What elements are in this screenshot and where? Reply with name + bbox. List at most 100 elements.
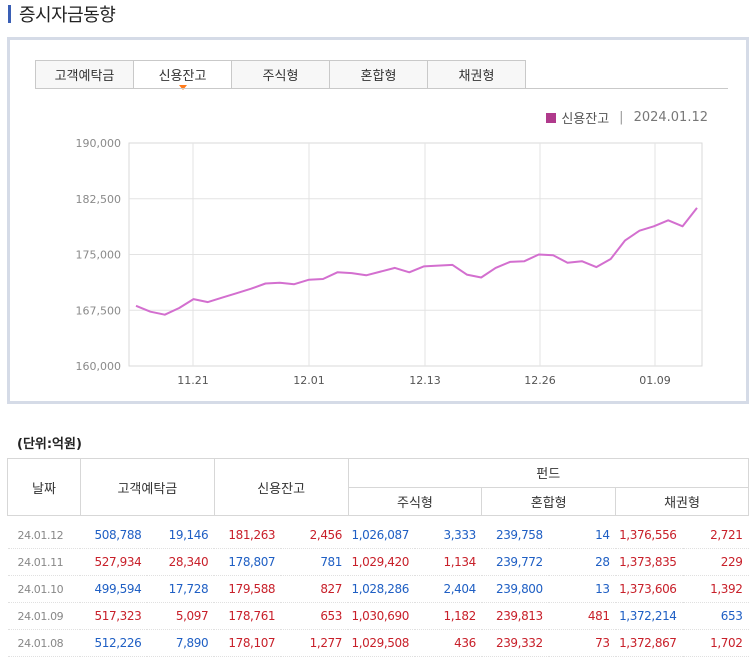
cell-bond: 1,376,556 (615, 515, 683, 549)
cell-credit-chg: 1,277 (281, 629, 349, 657)
legend-separator: | (619, 110, 624, 125)
cell-bond-chg: 229 (682, 548, 749, 576)
table-row: 24.01.10 499,594 17,728 179,588 827 1,028,286… (7, 575, 749, 603)
cell-credit-chg: 827 (281, 575, 349, 603)
cell-credit: 179,588 (214, 575, 282, 603)
tab-label: 신용잔고 (158, 69, 207, 84)
legend-date: 2024.01.12 (633, 110, 708, 125)
cell-bond: 1,372,214 (615, 602, 683, 630)
tab-stock[interactable]: 주식형 (231, 60, 330, 89)
cell-bond: 1,373,606 (615, 575, 683, 603)
cell-credit: 178,807 (214, 548, 282, 576)
tab-mixed[interactable]: 혼합형 (329, 60, 428, 89)
tab-bar: 고객예탁금 신용잔고 주식형 혼합형 채권형 (35, 60, 526, 90)
x-tick-label: 12.01 (293, 374, 325, 387)
cell-mixed-chg: 13 (548, 575, 616, 603)
cell-deposit: 508,788 (80, 515, 148, 549)
cell-deposit-chg: 17,728 (147, 575, 215, 603)
chart-legend: 신용잔고 | 2024.01.12 (546, 108, 708, 127)
cell-mixed: 239,800 (481, 575, 549, 603)
x-tick-label: 11.21 (177, 374, 209, 387)
table-row: 24.01.12 508,788 19,146 181,263 2,456 1,026,0… (7, 515, 749, 549)
tab-label: 채권형 (458, 69, 495, 84)
x-tick-label: 12.13 (409, 374, 441, 387)
cell-bond: 1,372,867 (615, 629, 683, 657)
page-title: 증시자금동향 (19, 5, 116, 26)
cell-deposit: 517,323 (80, 602, 148, 630)
y-tick-label: 190,000 (76, 137, 122, 150)
cell-stock-chg: 1,182 (415, 602, 482, 630)
header-deposit: 고객예탁금 (79, 458, 215, 516)
cell-credit: 181,263 (214, 515, 282, 549)
fund-flow-table: 날짜 고객예탁금 신용잔고 펀드 주식형 혼합형 채권형 24.01.12 508… (7, 458, 750, 657)
title-accent-bar (8, 5, 11, 23)
cell-stock: 1,029,420 (348, 548, 415, 576)
cell-date: 24.01.08 (7, 629, 81, 657)
cell-credit-chg: 2,456 (281, 515, 349, 549)
cell-bond-chg: 1,702 (682, 629, 749, 657)
header-fund: 펀드 (347, 458, 750, 488)
table-row: 24.01.09 517,323 5,097 178,761 653 1,030,690 1… (7, 602, 749, 630)
y-tick-label: 175,000 (76, 249, 122, 262)
cell-deposit: 512,226 (80, 629, 148, 657)
x-tick-label: 01.09 (639, 374, 671, 387)
cell-stock: 1,028,286 (348, 575, 415, 603)
cell-date: 24.01.11 (7, 548, 81, 576)
credit-balance-line-chart: 190,000 182,500 175,000 167,500 160,000 11.21… (76, 137, 703, 387)
legend-swatch (546, 112, 557, 123)
active-tab-caret-icon (178, 85, 187, 90)
y-tick-label: 160,000 (76, 360, 122, 373)
header-credit: 신용잔고 (213, 458, 349, 516)
cell-date: 24.01.10 (7, 575, 81, 603)
header-mixed: 혼합형 (481, 486, 617, 516)
cell-mixed: 239,758 (481, 515, 549, 549)
section-header: 증시자금동향 (8, 2, 116, 26)
cell-deposit-chg: 28,340 (147, 548, 215, 576)
y-tick-label: 167,500 (76, 304, 122, 317)
legend-series-label: 신용잔고 (561, 112, 610, 127)
tab-label: 혼합형 (360, 69, 397, 84)
cell-credit: 178,107 (214, 629, 282, 657)
cell-mixed-chg: 481 (548, 602, 616, 630)
table-row: 24.01.11 527,934 28,340 178,807 781 1,029,420… (7, 548, 749, 576)
cell-stock-chg: 3,333 (415, 515, 482, 549)
cell-stock-chg: 436 (415, 629, 482, 657)
header-bond: 채권형 (615, 486, 749, 516)
cell-deposit: 499,594 (80, 575, 148, 603)
cell-deposit-chg: 5,097 (147, 602, 215, 630)
cell-bond-chg: 2,721 (682, 515, 749, 549)
table-row: 24.01.08 512,226 7,890 178,107 1,277 1,029,50… (7, 629, 749, 657)
cell-bond-chg: 653 (682, 602, 749, 630)
cell-stock: 1,030,690 (348, 602, 415, 630)
cell-mixed-chg: 14 (548, 515, 616, 549)
y-tick-label: 182,500 (76, 193, 122, 206)
x-tick-label: 12.26 (524, 374, 556, 387)
cell-credit: 178,761 (214, 602, 282, 630)
tab-label: 주식형 (262, 69, 299, 84)
cell-mixed-chg: 28 (548, 548, 616, 576)
header-stock: 주식형 (347, 486, 483, 516)
cell-mixed: 239,772 (481, 548, 549, 576)
cell-date: 24.01.12 (7, 515, 81, 549)
cell-mixed: 239,813 (481, 602, 549, 630)
cell-deposit: 527,934 (80, 548, 148, 576)
unit-label: (단위:억원) (17, 437, 82, 452)
cell-stock: 1,026,087 (348, 515, 415, 549)
cell-stock: 1,029,508 (348, 629, 415, 657)
tab-credit[interactable]: 신용잔고 (133, 60, 232, 90)
cell-mixed: 239,332 (481, 629, 549, 657)
cell-deposit-chg: 19,146 (147, 515, 215, 549)
cell-stock-chg: 1,134 (415, 548, 482, 576)
cell-date: 24.01.09 (7, 602, 81, 630)
cell-bond: 1,373,835 (615, 548, 683, 576)
header-date: 날짜 (7, 458, 81, 516)
tab-label: 고객예탁금 (54, 69, 115, 84)
cell-credit-chg: 781 (281, 548, 349, 576)
cell-stock-chg: 2,404 (415, 575, 482, 603)
series-line-credit-balance (135, 207, 698, 316)
cell-bond-chg: 1,392 (682, 575, 749, 603)
tab-underline (35, 88, 728, 89)
tab-bond[interactable]: 채권형 (427, 60, 526, 89)
cell-credit-chg: 653 (281, 602, 349, 630)
cell-mixed-chg: 73 (548, 629, 616, 657)
